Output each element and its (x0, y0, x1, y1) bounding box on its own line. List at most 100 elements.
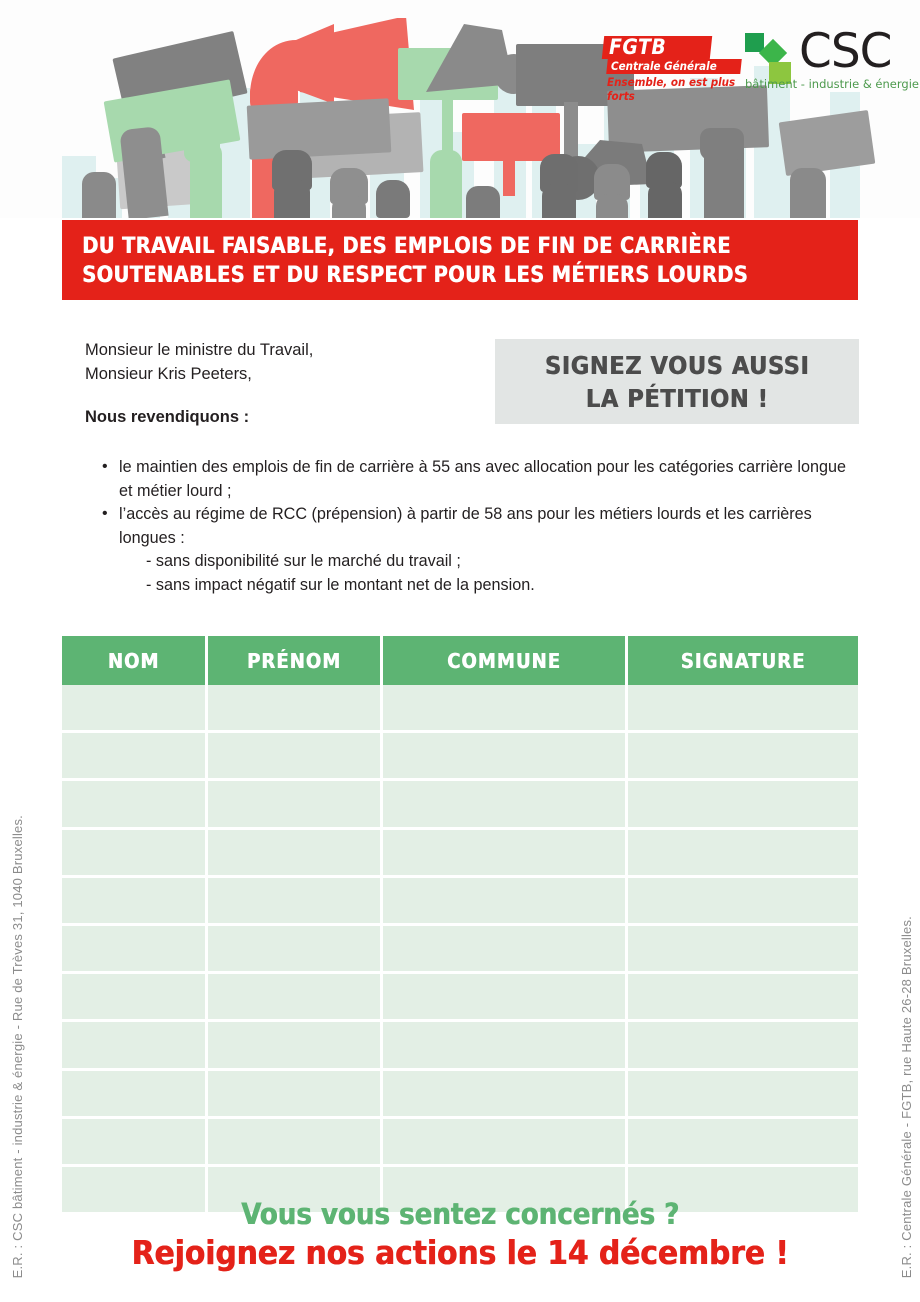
table-row[interactable] (62, 877, 858, 926)
table-cell-nom[interactable] (62, 925, 208, 972)
table-cell-commune[interactable] (383, 685, 628, 731)
legal-notice-right: E.R. : Centrale Générale - FGTB, rue Hau… (899, 915, 914, 1278)
table-cell-commune[interactable] (383, 877, 628, 923)
claims-sub-item: - sans impact négatif sur le montant net… (146, 575, 535, 594)
table-cell-nom[interactable] (62, 1118, 208, 1164)
protest-illustration-canvas (0, 0, 920, 218)
column-header-prenom: PRÉNOM (208, 636, 383, 685)
table-cell-prénom[interactable] (208, 925, 383, 972)
raised-fist (700, 128, 744, 160)
table-cell-signature[interactable] (628, 733, 858, 778)
raised-arm (648, 182, 682, 218)
table-cell-commune[interactable] (383, 1070, 628, 1116)
table-cell-prénom[interactable] (208, 829, 383, 875)
table-cell-prénom[interactable] (208, 1166, 383, 1213)
column-header-nom: NOM (62, 636, 208, 685)
raised-arm-green (430, 150, 462, 218)
table-cell-signature[interactable] (628, 974, 858, 1019)
raised-arm (542, 184, 576, 218)
table-cell-nom[interactable] (62, 974, 208, 1020)
claims-list-item: le maintien des emplois de fin de carriè… (100, 455, 860, 503)
raised-fist (184, 128, 220, 162)
table-cell-nom[interactable] (62, 685, 208, 731)
table-cell-prénom[interactable] (208, 781, 383, 827)
table-row[interactable] (62, 1118, 858, 1167)
table-cell-prénom[interactable] (208, 1022, 383, 1068)
table-cell-commune[interactable] (383, 1022, 628, 1068)
table-cell-nom[interactable] (62, 829, 208, 875)
raised-arm (82, 172, 116, 218)
raised-arm (466, 186, 500, 218)
fgtb-logo-tagline: Ensemble, on est plus forts (607, 75, 736, 103)
table-cell-signature[interactable] (628, 1022, 858, 1067)
table-cell-commune[interactable] (383, 733, 628, 779)
table-cell-signature[interactable] (628, 926, 858, 971)
table-cell-prénom[interactable] (208, 733, 383, 779)
fgtb-logo-name: FGTB (609, 35, 667, 59)
csc-logo-square-dark-green (745, 33, 764, 52)
headline-line-2: SOUTENABLES ET DU RESPECT POUR LES MÉTIE… (82, 262, 748, 288)
table-cell-commune[interactable] (383, 974, 628, 1020)
csc-logo: CSC bâtiment - industrie & énergie (745, 24, 919, 91)
protest-sign (246, 98, 392, 160)
table-row[interactable] (62, 829, 858, 878)
table-cell-commune[interactable] (383, 829, 628, 875)
sign-petition-callout: SIGNEZ VOUS AUSSI LA PÉTITION ! (495, 339, 859, 424)
table-cell-signature[interactable] (628, 685, 858, 730)
column-header-signature: SIGNATURE (680, 648, 806, 673)
addressee-line-1: Monsieur le ministre du Travail, (85, 341, 314, 359)
table-cell-nom[interactable] (62, 1070, 208, 1116)
headline-banner-text: DU TRAVAIL FAISABLE, DES EMPLOIS DE FIN … (82, 232, 821, 290)
signature-table-body (62, 685, 858, 1216)
signature-table-header: NOM PRÉNOM COMMUNE SIGNATURE (62, 636, 858, 685)
table-cell-nom[interactable] (62, 781, 208, 827)
table-cell-prénom[interactable] (208, 685, 383, 731)
table-cell-prénom[interactable] (208, 1118, 383, 1164)
table-cell-prénom[interactable] (208, 974, 383, 1020)
sign-petition-line-1: SIGNEZ VOUS AUSSI (544, 350, 810, 380)
table-cell-signature[interactable] (628, 830, 858, 875)
call-to-action: Vous vous sentez concernés ? Rejoignez n… (0, 1196, 920, 1274)
table-row[interactable] (62, 974, 858, 1023)
table-cell-commune[interactable] (383, 1118, 628, 1164)
addressee-line-2: Monsieur Kris Peeters, (85, 365, 252, 383)
table-row[interactable] (62, 1166, 858, 1216)
table-cell-nom[interactable] (62, 877, 208, 923)
table-row[interactable] (62, 925, 858, 975)
sign-pole (564, 102, 578, 158)
table-row[interactable] (62, 781, 858, 830)
table-cell-prénom[interactable] (208, 877, 383, 923)
sign-petition-line-2: LA PÉTITION ! (585, 383, 769, 413)
table-row[interactable] (62, 1022, 858, 1071)
table-cell-nom[interactable] (62, 733, 208, 779)
addressee-block: Monsieur le ministre du Travail, Monsieu… (85, 338, 313, 386)
raised-arm (332, 196, 366, 218)
protest-illustration: FGTB Centrale Générale Ensemble, on est … (0, 0, 920, 218)
table-row[interactable] (62, 685, 858, 734)
table-cell-signature[interactable] (628, 878, 858, 923)
legal-notice-left: E.R. : CSC bâtiment - industrie & énergi… (10, 814, 25, 1278)
table-row[interactable] (62, 1070, 858, 1119)
headline-line-1: DU TRAVAIL FAISABLE, DES EMPLOIS DE FIN … (82, 233, 731, 259)
call-to-action-line-1: Vous vous sentez concernés ? (240, 1197, 680, 1231)
signature-table: NOM PRÉNOM COMMUNE SIGNATURE (62, 636, 858, 1216)
table-cell-signature[interactable] (628, 1119, 858, 1164)
table-cell-prénom[interactable] (208, 1070, 383, 1116)
fgtb-logo-subtitle: Centrale Générale (611, 59, 717, 73)
protest-sign-red (462, 113, 560, 161)
table-cell-commune[interactable] (383, 925, 628, 972)
sign-pole (442, 96, 453, 156)
claims-sub-item: - sans disponibilité sur le marché du tr… (146, 552, 461, 570)
column-header-commune: COMMUNE (383, 636, 628, 685)
table-cell-signature[interactable] (628, 1071, 858, 1116)
claims-list-item: l’accès au régime de RCC (prépension) à … (100, 502, 860, 550)
table-cell-nom[interactable] (62, 1166, 208, 1213)
table-cell-signature[interactable] (628, 781, 858, 826)
raised-arm (596, 194, 628, 218)
table-cell-commune[interactable] (383, 1166, 628, 1213)
csc-logo-square-light-green (769, 62, 791, 84)
table-row[interactable] (62, 733, 858, 782)
table-cell-nom[interactable] (62, 1022, 208, 1068)
sign-pole (503, 156, 515, 196)
table-cell-commune[interactable] (383, 781, 628, 827)
